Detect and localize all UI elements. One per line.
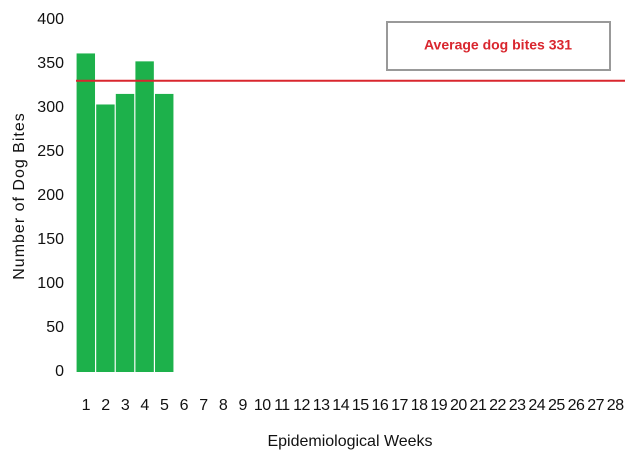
x-tick-label: 12 [293, 397, 310, 414]
x-tick-label: 26 [568, 397, 585, 414]
x-tick-label: 14 [332, 397, 349, 414]
x-tick-label: 3 [121, 397, 130, 414]
x-tick-label: 25 [548, 397, 565, 414]
y-tick-label: 50 [46, 319, 64, 336]
x-tick-label: 10 [254, 397, 271, 414]
bar [96, 104, 115, 372]
annotation-box [386, 21, 611, 71]
x-tick-label: 11 [274, 397, 290, 414]
x-tick-label: 20 [450, 397, 467, 414]
reference-label: Average dog bites 331 [424, 37, 572, 53]
y-axis-title: Number of Dog Bites [11, 112, 28, 280]
y-tick-label: 300 [37, 99, 64, 116]
y-tick-label: 350 [37, 55, 64, 72]
x-tick-label: 9 [238, 397, 247, 414]
x-tick-label: 28 [607, 397, 624, 414]
x-tick-label: 4 [140, 397, 149, 414]
x-tick-label: 8 [219, 397, 228, 414]
y-tick-label: 200 [37, 187, 64, 204]
bar [115, 93, 135, 373]
x-tick-label: 21 [470, 397, 487, 414]
x-tick-label: 22 [489, 397, 506, 414]
x-tick-label: 13 [313, 397, 330, 414]
x-tick-label: 6 [180, 397, 189, 414]
y-tick-label: 100 [37, 275, 64, 292]
x-tick-label: 23 [509, 397, 526, 414]
x-tick-label: 27 [587, 397, 604, 414]
y-tick-label: 400 [37, 11, 64, 28]
x-tick-label: 17 [391, 397, 408, 414]
x-tick-label: 24 [528, 397, 545, 414]
x-tick-label: 18 [411, 397, 428, 414]
x-tick-label: 16 [372, 397, 389, 414]
x-tick-label: 15 [352, 397, 369, 414]
x-axis-title: Epidemiological Weeks [267, 433, 432, 450]
bar [155, 93, 174, 373]
x-tick-label: 19 [430, 397, 447, 414]
x-tick-label: 7 [199, 397, 208, 414]
bar [135, 61, 154, 373]
x-tick-label: 1 [82, 397, 91, 414]
y-tick-label: 150 [37, 231, 64, 248]
y-tick-label: 0 [55, 363, 64, 380]
x-tick-label: 2 [101, 397, 110, 414]
bar [76, 53, 96, 372]
x-tick-label: 5 [160, 397, 169, 414]
y-tick-label: 250 [37, 143, 64, 160]
